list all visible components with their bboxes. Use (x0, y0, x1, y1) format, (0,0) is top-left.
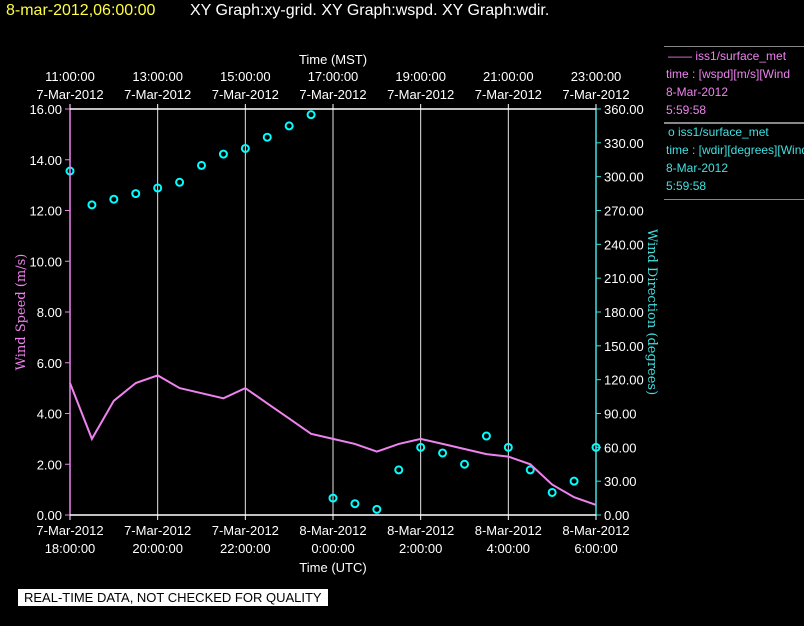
x-top-tick-date: 7-Mar-2012 (562, 87, 629, 102)
x-bottom-tick-time: 2:00:00 (399, 541, 442, 556)
title-graphs: XY Graph:xy-grid. XY Graph:wspd. XY Grap… (190, 2, 550, 19)
x-bottom-tick-date: 7-Mar-2012 (124, 523, 191, 538)
x-bottom-tick-date: 7-Mar-2012 (36, 523, 103, 538)
x-bottom-tick-date: 8-Mar-2012 (299, 523, 366, 538)
x-bottom-tick-date: 8-Mar-2012 (387, 523, 454, 538)
x-top-tick-time: 19:00:00 (395, 69, 446, 84)
title-date: 8-mar-2012,06:00:00 (6, 2, 156, 19)
x-top-tick-date: 7-Mar-2012 (124, 87, 191, 102)
wdir-point (262, 132, 272, 142)
wspd-line (69, 374, 597, 506)
y-right-tick-label: 30.00 (604, 474, 637, 489)
x-top-tick-date: 7-Mar-2012 (299, 87, 366, 102)
x-top-label: Time (MST) (299, 52, 367, 67)
wdir-point (438, 448, 448, 458)
y-right-tick-label: 150.00 (604, 339, 644, 354)
x-top-tick-date: 7-Mar-2012 (36, 87, 103, 102)
legend-series-name: —— iss1/surface_met (668, 49, 787, 63)
legend-time: 5:59:58 (666, 103, 707, 117)
y-right-tick-label: 330.00 (604, 136, 644, 151)
x-bottom-tick-time: 20:00:00 (132, 541, 183, 556)
x-bottom-label: Time (UTC) (299, 560, 366, 575)
wdir-point (284, 121, 294, 131)
x-top-tick-time: 23:00:00 (571, 69, 622, 84)
wdir-point (372, 504, 382, 514)
legend-date: 8-Mar-2012 (666, 161, 729, 175)
wdir-point (569, 476, 579, 486)
y-right-tick-label: 180.00 (604, 305, 644, 320)
wdir-point (87, 200, 97, 210)
x-top-tick-date: 7-Mar-2012 (475, 87, 542, 102)
wdir-point (197, 160, 206, 170)
x-top-tick-time: 11:00:00 (45, 69, 95, 84)
y-left-tick-label: 2.00 (37, 457, 62, 472)
wdir-point (394, 465, 404, 475)
legend-variable: time : [wdir][degrees][Wind (666, 143, 804, 157)
wdir-point (416, 442, 426, 452)
y-left-label: Wind Speed (m/s) (14, 254, 29, 371)
x-top-tick-time: 15:00:00 (220, 69, 271, 84)
x-top-tick-date: 7-Mar-2012 (212, 87, 279, 102)
x-bottom-tick-date: 8-Mar-2012 (475, 523, 542, 538)
x-top-tick-time: 13:00:00 (132, 69, 183, 84)
x-bottom-tick-date: 7-Mar-2012 (212, 523, 279, 538)
y-left-tick-label: 12.00 (29, 204, 62, 219)
x-top-tick-date: 7-Mar-2012 (387, 87, 454, 102)
wdir-point (503, 442, 513, 452)
wdir-point (481, 431, 491, 441)
wdir-point (153, 183, 163, 193)
y-right-tick-label: 300.00 (604, 170, 644, 185)
x-bottom-tick-time: 0:00:00 (311, 541, 354, 556)
x-top-tick-time: 17:00:00 (308, 69, 359, 84)
wdir-point (547, 487, 557, 497)
x-bottom-tick-time: 18:00:00 (45, 541, 96, 556)
legend-variable: time : [wspd][m/s][Wind (666, 67, 791, 81)
y-left-tick-label: 0.00 (37, 508, 62, 523)
y-right-tick-label: 120.00 (604, 373, 644, 388)
wdir-point (175, 177, 185, 187)
x-top-tick-time: 21:00:00 (483, 69, 534, 84)
wdir-point (460, 459, 469, 469)
legend-date: 8-Mar-2012 (666, 85, 729, 99)
wdir-point (525, 465, 535, 475)
wdir-point (109, 194, 119, 204)
y-right-tick-label: 360.00 (604, 102, 644, 117)
x-bottom-tick-time: 22:00:00 (220, 541, 271, 556)
y-right-tick-label: 60.00 (604, 440, 637, 455)
y-right-label: Wind Direction (degrees) (644, 229, 659, 395)
y-left-tick-label: 6.00 (37, 356, 62, 371)
quality-notice: REAL-TIME DATA, NOT CHECKED FOR QUALITY (18, 589, 328, 606)
wdir-point (306, 110, 316, 120)
y-right-tick-label: 210.00 (604, 271, 644, 286)
wdir-point (131, 189, 141, 199)
legend-time: 5:59:58 (666, 179, 707, 193)
legend-series-name: o iss1/surface_met (668, 125, 769, 139)
x-bottom-tick-date: 8-Mar-2012 (562, 523, 629, 538)
y-right-tick-label: 90.00 (604, 407, 637, 422)
y-left-tick-label: 4.00 (37, 407, 62, 422)
x-bottom-tick-time: 4:00:00 (487, 541, 530, 556)
wdir-point (240, 143, 250, 153)
y-left-tick-label: 10.00 (29, 254, 62, 269)
x-bottom-tick-time: 6:00:00 (574, 541, 617, 556)
y-right-tick-label: 270.00 (604, 204, 644, 219)
y-left-tick-label: 14.00 (29, 153, 62, 168)
y-left-tick-label: 16.00 (29, 102, 62, 117)
y-left-tick-label: 8.00 (37, 305, 62, 320)
y-right-tick-label: 0.00 (604, 508, 629, 523)
wdir-point (328, 493, 338, 503)
y-right-tick-label: 240.00 (604, 237, 644, 252)
wdir-point (350, 499, 360, 509)
wdir-point (218, 149, 228, 159)
